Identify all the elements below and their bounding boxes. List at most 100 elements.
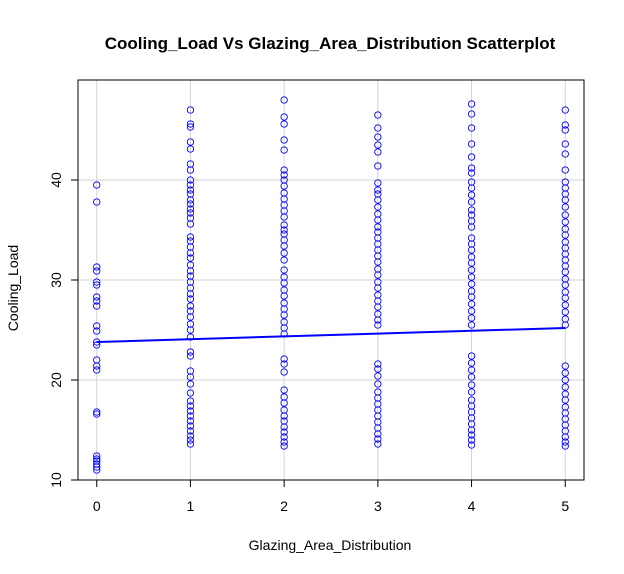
data-point — [280, 182, 288, 190]
data-point — [561, 376, 569, 384]
data-point — [374, 271, 382, 279]
data-point — [186, 432, 195, 440]
data-point — [467, 381, 476, 389]
y-axis: 10 20 30 40 — [48, 172, 78, 488]
data-point — [561, 218, 569, 226]
data-point — [186, 352, 195, 360]
data-point — [561, 433, 569, 441]
data-point — [467, 388, 476, 396]
data-point — [280, 399, 288, 407]
data-point — [280, 136, 288, 144]
data-point — [280, 221, 288, 229]
data-point — [374, 303, 382, 311]
data-point — [93, 302, 101, 310]
data-point — [374, 223, 382, 231]
data-point — [561, 281, 569, 289]
data-point — [561, 211, 569, 219]
data-point — [374, 203, 382, 211]
data-point — [467, 441, 476, 449]
data-point — [467, 266, 476, 274]
data-point — [467, 110, 476, 118]
data-point — [374, 430, 382, 438]
data-point — [280, 292, 288, 300]
y-tick-label: 30 — [48, 272, 64, 288]
data-point — [467, 191, 476, 199]
data-point — [561, 121, 569, 129]
data-point — [186, 440, 195, 448]
data-point — [467, 198, 476, 206]
data-point — [186, 220, 195, 228]
data-point — [467, 100, 476, 108]
x-tick-label: 2 — [280, 498, 288, 514]
data-point — [561, 308, 569, 316]
data-point — [374, 380, 382, 388]
data-point — [93, 263, 101, 271]
data-point — [280, 279, 288, 287]
data-point — [467, 431, 476, 439]
data-point — [467, 314, 476, 322]
x-tick-label: 0 — [93, 498, 101, 514]
data-point — [186, 209, 195, 217]
x-axis: 0 1 2 3 4 5 — [93, 480, 569, 514]
data-point — [467, 280, 476, 288]
data-point — [374, 435, 382, 443]
data-point — [561, 396, 569, 404]
y-tick-label: 20 — [48, 372, 64, 388]
data-point — [186, 249, 195, 257]
data-point — [561, 140, 569, 148]
data-point — [186, 205, 195, 213]
data-point — [186, 402, 195, 410]
data-point — [467, 321, 476, 329]
data-point — [186, 176, 195, 184]
data-point — [280, 355, 288, 363]
x-axis-label: Glazing_Area_Distribution — [249, 537, 412, 553]
data-point — [186, 106, 195, 114]
data-point — [93, 452, 101, 460]
data-point — [93, 322, 101, 330]
data-point — [93, 278, 101, 286]
data-point — [374, 372, 382, 380]
x-tick-label: 4 — [468, 498, 476, 514]
data-point — [561, 362, 569, 370]
data-point — [186, 138, 195, 146]
x-tick-label: 5 — [561, 498, 569, 514]
data-point — [467, 164, 476, 172]
data-point — [280, 266, 288, 274]
data-point — [280, 113, 288, 121]
data-point — [93, 293, 101, 301]
data-point — [93, 466, 101, 474]
data-point — [93, 362, 101, 370]
data-point — [186, 200, 195, 208]
data-point — [186, 427, 195, 435]
data-point — [186, 326, 195, 334]
data-point — [467, 293, 476, 301]
data-point — [280, 412, 288, 420]
data-point — [467, 436, 476, 444]
data-point — [280, 171, 288, 179]
data-points — [93, 96, 569, 474]
data-point — [467, 359, 476, 367]
data-point — [93, 327, 101, 335]
data-point — [186, 123, 195, 131]
data-point — [280, 438, 288, 446]
y-tick-label: 40 — [48, 172, 64, 188]
data-point — [186, 186, 195, 194]
data-point — [280, 96, 288, 104]
data-point — [467, 223, 476, 231]
data-point — [374, 365, 382, 373]
data-point — [186, 373, 195, 381]
data-point — [280, 249, 288, 257]
x-tick-label: 1 — [187, 498, 195, 514]
data-point — [280, 360, 288, 368]
data-point — [280, 386, 288, 394]
data-point — [374, 321, 382, 329]
data-point — [467, 206, 476, 214]
data-point — [280, 226, 288, 234]
data-point — [467, 246, 476, 254]
data-point — [561, 150, 569, 158]
data-point — [374, 179, 382, 187]
trend-line — [96, 327, 566, 343]
data-point — [467, 352, 476, 360]
data-point — [186, 313, 195, 321]
